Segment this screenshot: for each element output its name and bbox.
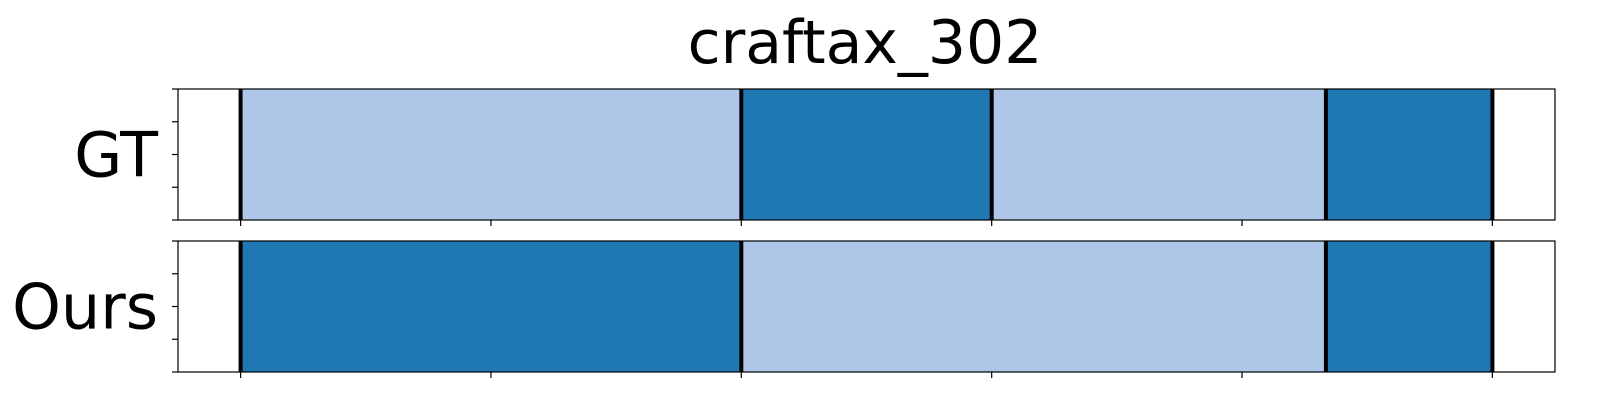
segment-ours-1 bbox=[741, 241, 1326, 372]
segment-ours-2 bbox=[1325, 241, 1493, 372]
segment-gt-2 bbox=[991, 89, 1326, 220]
row-label-ours: Ours bbox=[12, 271, 158, 344]
segment-gt-1 bbox=[741, 89, 992, 220]
segment-ours-0 bbox=[240, 241, 742, 372]
segment-gt-0 bbox=[240, 89, 742, 220]
row-label-gt: GT bbox=[74, 119, 159, 192]
chart-title: craftax_302 bbox=[687, 8, 1043, 78]
segment-gt-3 bbox=[1325, 89, 1493, 220]
